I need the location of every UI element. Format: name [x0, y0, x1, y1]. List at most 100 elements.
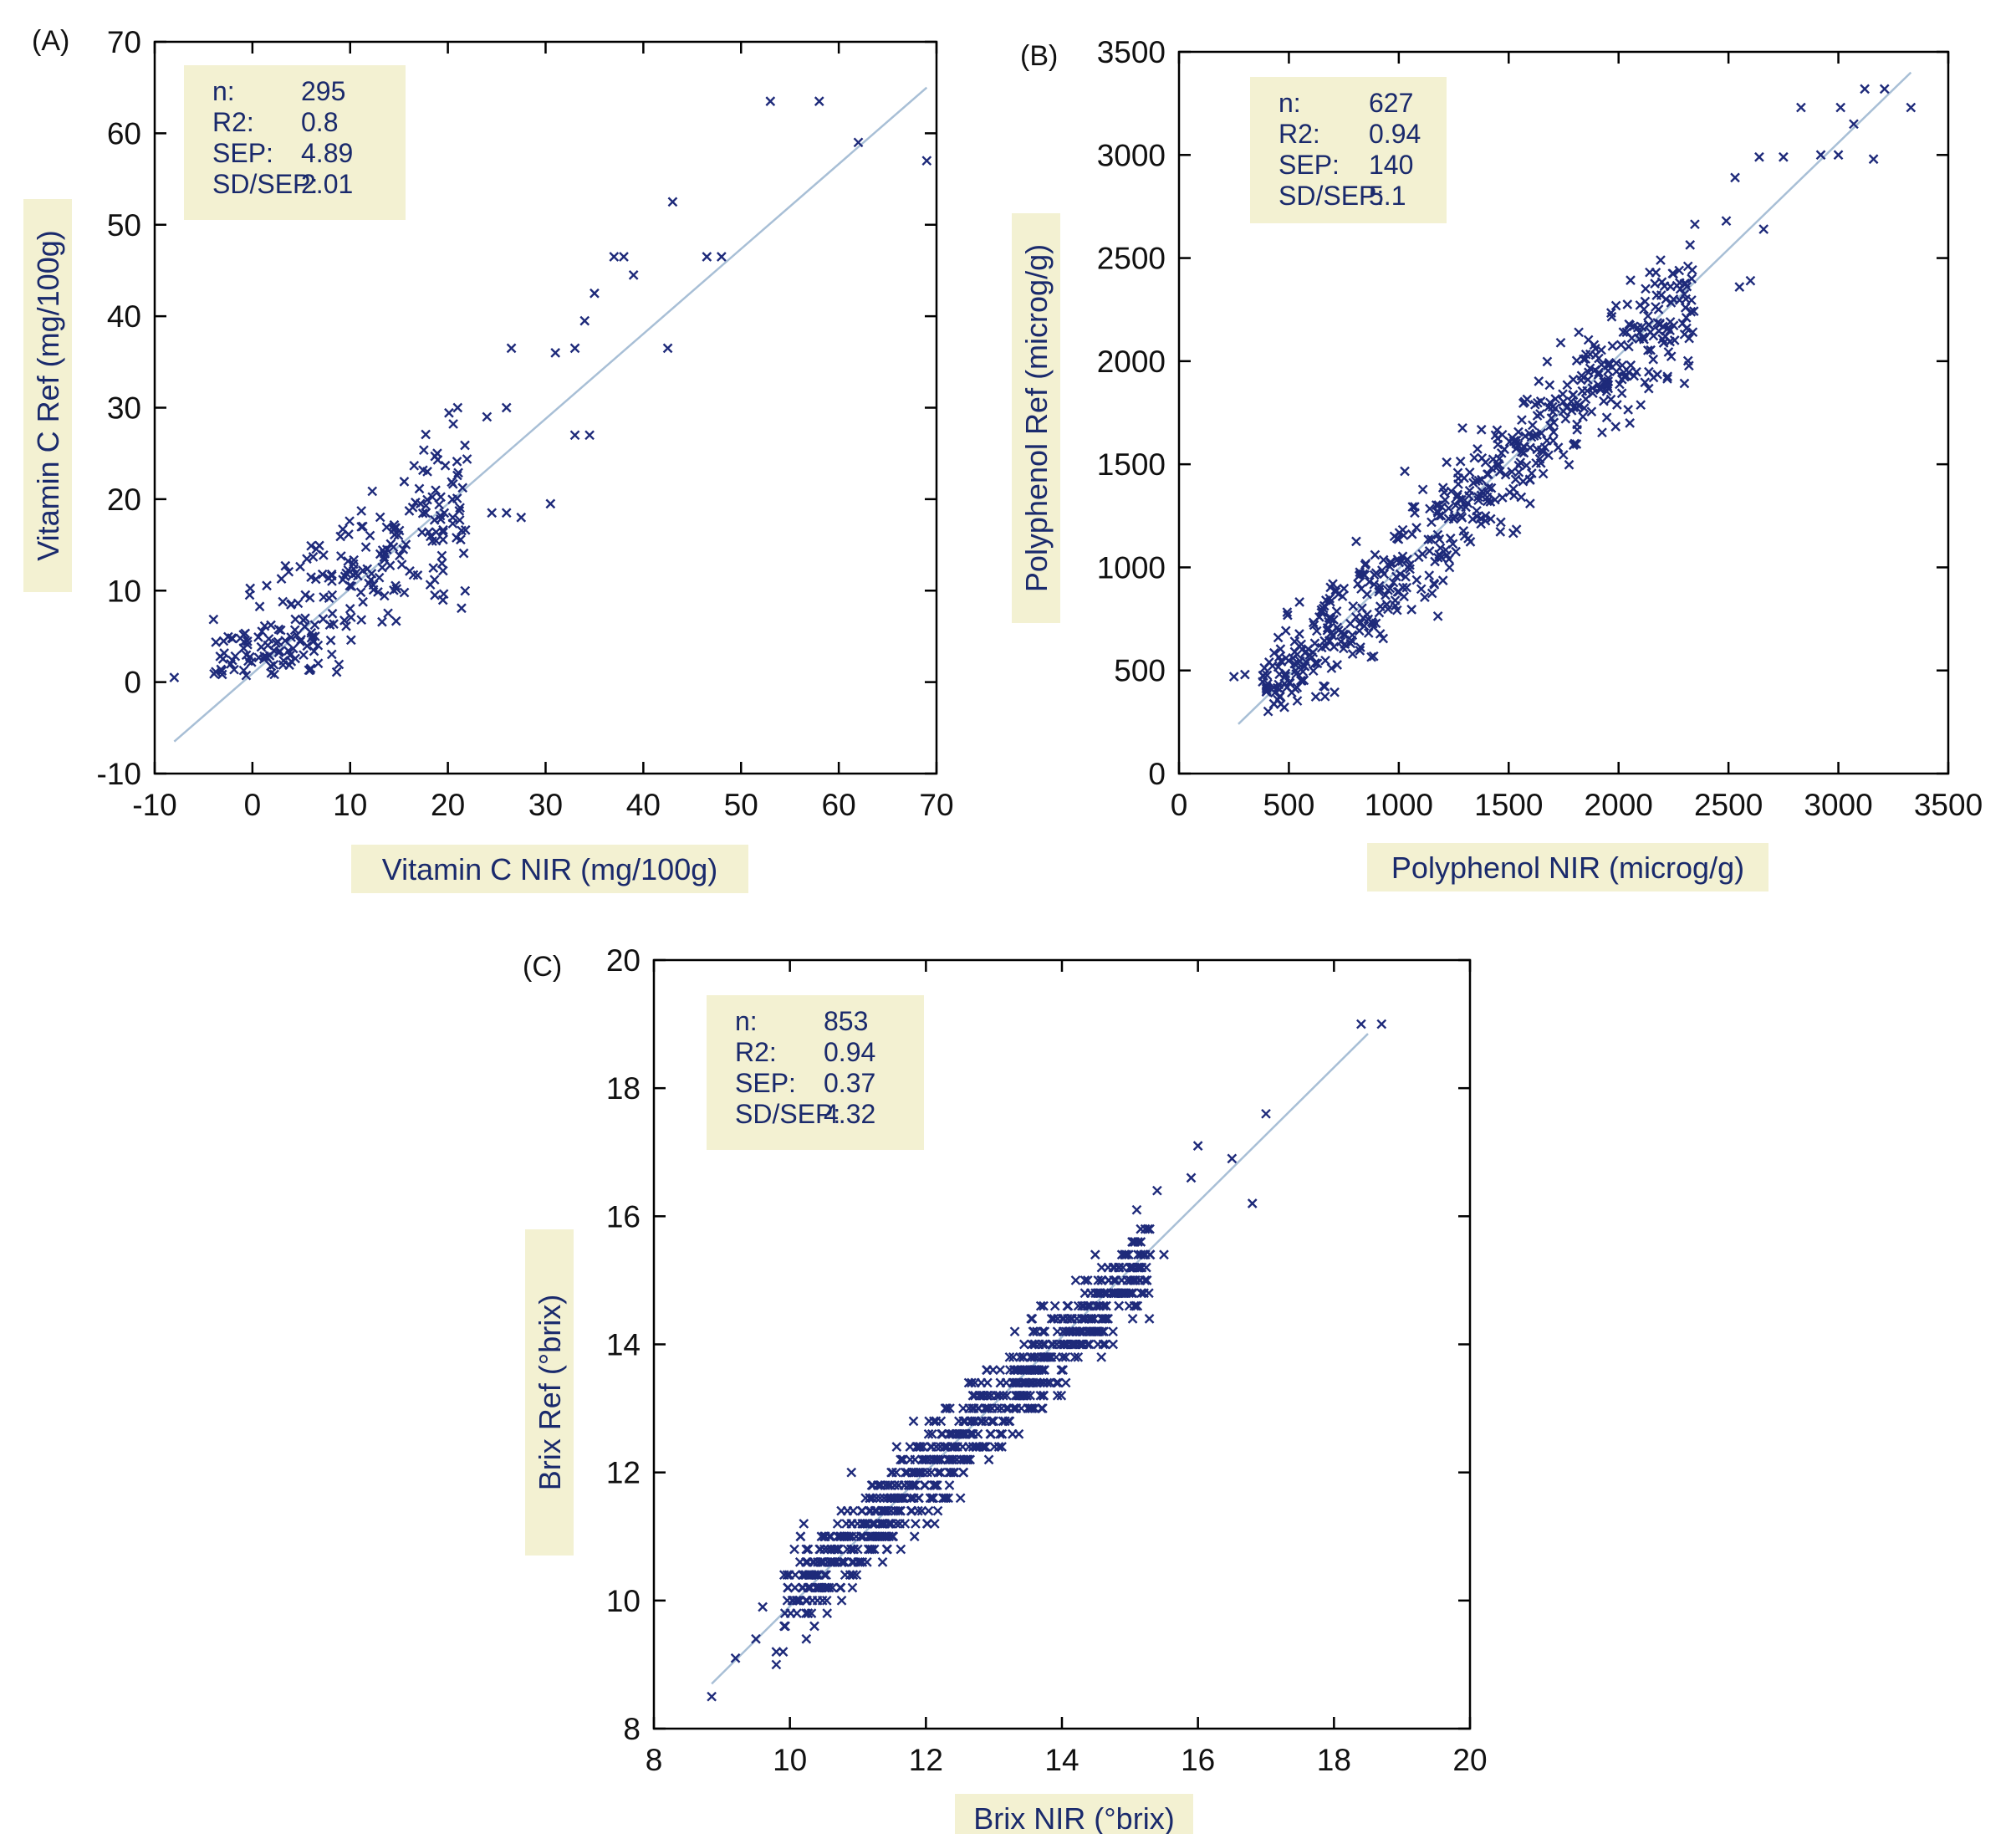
data-point [1261, 687, 1272, 697]
data-point [487, 508, 498, 519]
data-point [436, 558, 447, 569]
data-point [789, 1544, 799, 1555]
data-point [286, 656, 297, 667]
data-point [1643, 383, 1654, 394]
data-point [906, 1493, 916, 1504]
data-point [1329, 641, 1340, 652]
data-point [1458, 526, 1469, 536]
data-point [921, 1519, 932, 1529]
data-point [958, 1454, 969, 1465]
data-point [1516, 492, 1527, 503]
data-point [886, 1480, 896, 1490]
data-point [336, 551, 346, 561]
data-point [886, 1493, 896, 1504]
data-point [1029, 1403, 1040, 1413]
data-point [1392, 554, 1403, 565]
data-point [1535, 396, 1546, 406]
data-point [1056, 1339, 1066, 1350]
data-point [943, 1428, 954, 1439]
data-point [794, 1557, 805, 1567]
data-point [379, 590, 390, 601]
data-point [1076, 1314, 1087, 1324]
data-point [306, 540, 316, 551]
data-point [428, 563, 439, 573]
x-tick-label: 10 [773, 1743, 807, 1777]
y-axis-title: Brix Ref (°brix) [533, 1295, 567, 1490]
data-point [1568, 390, 1579, 400]
data-point [1730, 172, 1740, 183]
data-point [1400, 466, 1410, 477]
data-point [1599, 396, 1609, 406]
data-point [994, 1390, 1005, 1401]
data-point [857, 1505, 868, 1516]
data-point [1685, 240, 1696, 250]
data-point [421, 508, 431, 519]
data-point [836, 1557, 847, 1567]
data-point [986, 1428, 996, 1439]
data-point [452, 457, 462, 467]
data-point [1542, 356, 1553, 367]
data-point [1593, 370, 1604, 380]
data-point [1610, 300, 1621, 311]
data-point [828, 1557, 838, 1567]
data-point [609, 252, 620, 262]
data-point [866, 1544, 877, 1555]
data-point [1046, 1314, 1057, 1324]
data-point [1364, 576, 1375, 587]
data-point [1526, 432, 1537, 442]
data-point [1039, 1390, 1049, 1401]
data-point [427, 492, 437, 503]
y-tick-label: 0 [1148, 757, 1166, 791]
data-point [840, 1557, 850, 1567]
data-point [1650, 278, 1660, 289]
data-point [1275, 644, 1286, 654]
data-point [460, 440, 470, 451]
x-tick-label: 20 [1452, 1743, 1487, 1777]
x-tick-label: 500 [1263, 788, 1315, 822]
data-point [982, 1390, 993, 1401]
data-point [1134, 1275, 1145, 1285]
data-point [1456, 510, 1466, 521]
data-point [1132, 1300, 1143, 1311]
stat-label: SEP: [1279, 150, 1340, 180]
data-point [998, 1390, 1008, 1401]
data-point [1056, 1390, 1067, 1401]
data-point [900, 1519, 911, 1529]
data-point [1624, 341, 1634, 352]
y-tick-label: 14 [606, 1328, 641, 1362]
data-point [1461, 502, 1471, 513]
y-tick-label: -10 [97, 757, 141, 791]
data-point [324, 620, 335, 630]
data-point [1299, 661, 1309, 672]
data-point [662, 343, 673, 354]
data-point [299, 650, 309, 661]
data-point [1309, 638, 1320, 649]
data-point [453, 467, 463, 478]
data-point [1074, 1339, 1085, 1350]
data-point [849, 1557, 859, 1567]
data-point [313, 658, 324, 669]
data-point [506, 343, 517, 354]
data-point [1601, 412, 1612, 423]
data-point [1289, 658, 1300, 669]
data-point [833, 1531, 843, 1542]
data-point [1411, 575, 1422, 585]
data-point [1652, 369, 1662, 380]
data-point [241, 670, 252, 681]
data-point [1868, 154, 1879, 165]
data-point [1652, 318, 1663, 328]
data-point [398, 544, 409, 554]
data-point [916, 1505, 927, 1516]
data-point [1470, 476, 1481, 487]
data-point [919, 1480, 930, 1490]
data-point [1144, 1288, 1154, 1299]
data-point [813, 1570, 824, 1581]
data-point [921, 156, 932, 166]
stat-value: 627 [1369, 88, 1413, 118]
data-point [822, 1582, 833, 1593]
data-point [1437, 575, 1448, 586]
data-point [1284, 677, 1294, 687]
data-point [448, 419, 458, 429]
data-point [1358, 569, 1369, 580]
data-point [341, 621, 351, 631]
